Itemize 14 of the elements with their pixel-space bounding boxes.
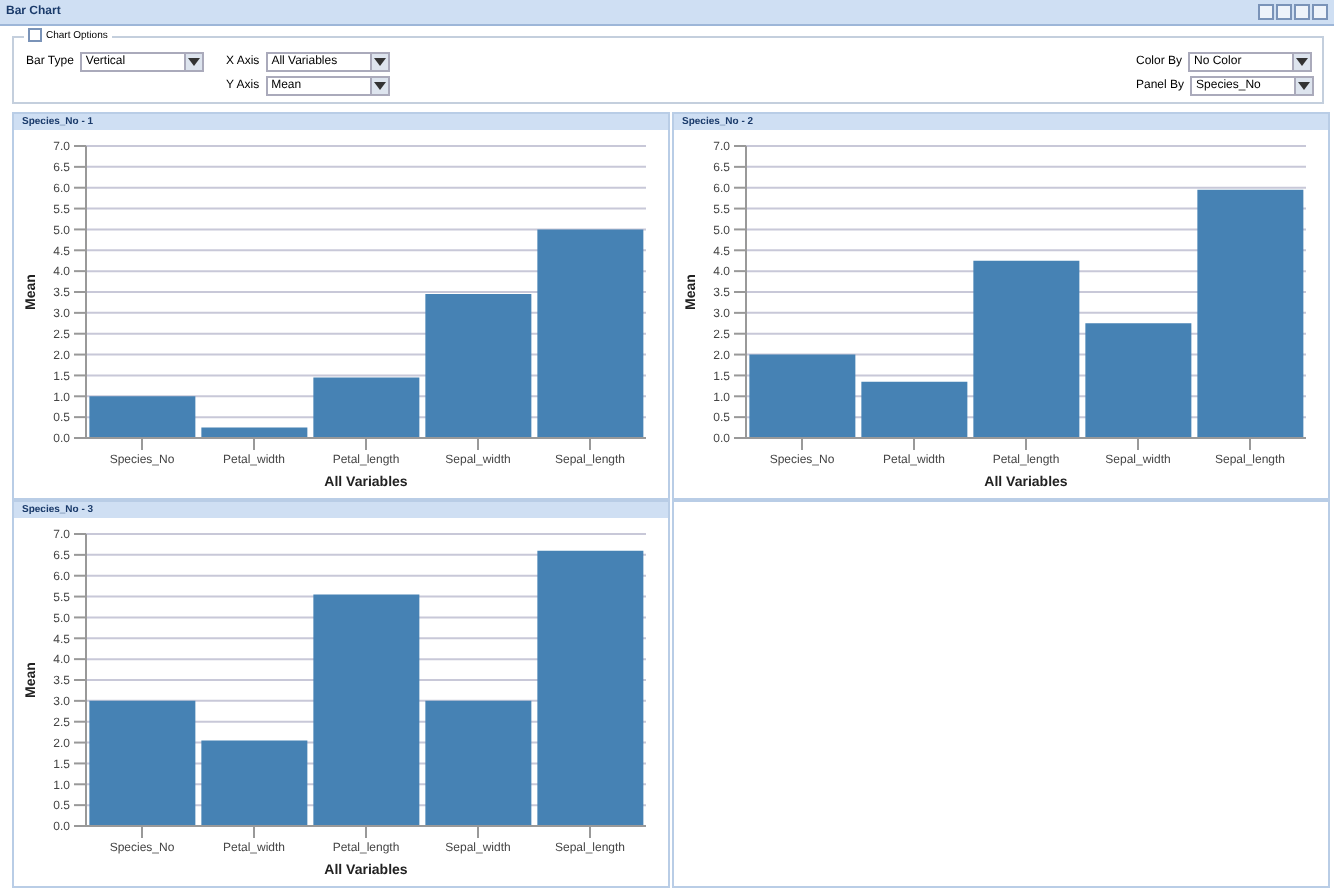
- bar: [425, 294, 532, 438]
- bar: [749, 354, 856, 438]
- bar: [313, 594, 420, 826]
- bar: [973, 260, 1080, 438]
- bar: [89, 700, 196, 826]
- bar: [537, 229, 644, 438]
- bar: [425, 700, 532, 826]
- bar: [201, 740, 308, 826]
- bar: [89, 396, 196, 438]
- bar: [537, 550, 644, 826]
- bar: [313, 377, 420, 438]
- bar: [1085, 323, 1192, 438]
- bar: [1197, 189, 1304, 438]
- bar: [861, 381, 968, 438]
